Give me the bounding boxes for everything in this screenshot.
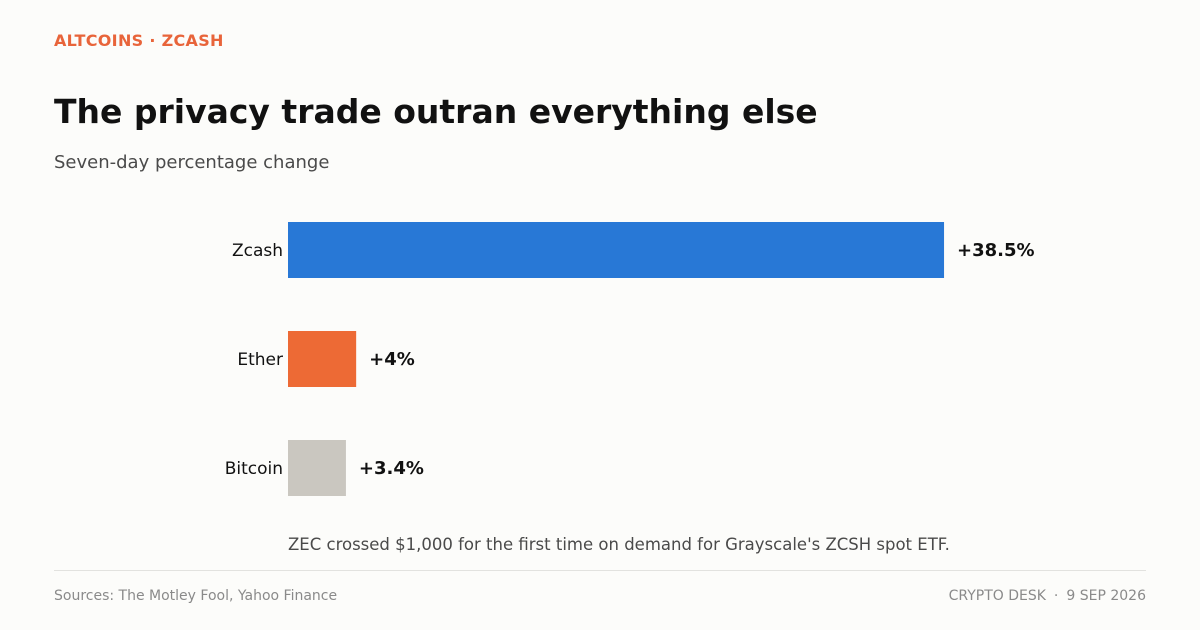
category-label-bitcoin: Bitcoin — [225, 459, 283, 479]
value-label-bitcoin: +3.4% — [359, 458, 424, 479]
footer-credit: CRYPTO DESK · 9 SEP 2026 — [949, 588, 1146, 604]
credit-separator: · — [1053, 588, 1059, 604]
page-title: The privacy trade outran everything else — [54, 92, 818, 131]
bar-bitcoin — [288, 440, 346, 496]
date-label: 9 SEP 2026 — [1066, 588, 1146, 604]
sources-text: Sources: The Motley Fool, Yahoo Finance — [54, 588, 338, 604]
bar-chart: Zcash +38.5% Ether +4% Bitcoin +3.4% — [225, 222, 1035, 496]
chart-note: ZEC crossed $1,000 for the first time on… — [288, 535, 950, 554]
bar-zcash — [288, 222, 945, 278]
kicker: ALTCOINS · ZCASH — [54, 31, 224, 50]
desk-label: CRYPTO DESK — [948, 588, 1046, 604]
category-label-zcash: Zcash — [232, 241, 283, 261]
footer-divider — [54, 570, 1146, 571]
category-label-ether: Ether — [237, 350, 283, 370]
bar-ether — [288, 331, 357, 387]
value-label-ether: +4% — [369, 349, 415, 370]
chart-subtitle: Seven-day percentage change — [54, 152, 330, 173]
value-label-zcash: +38.5% — [957, 240, 1035, 261]
